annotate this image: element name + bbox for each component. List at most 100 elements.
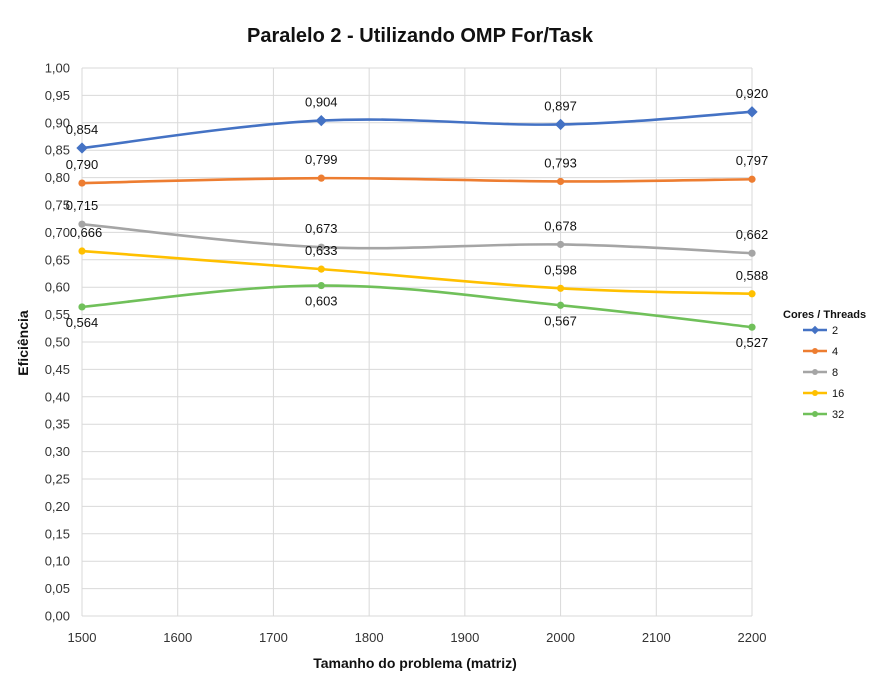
- series-line: [80, 284, 754, 329]
- x-tick-label: 1800: [355, 630, 384, 645]
- y-tick-label: 0,75: [45, 198, 70, 213]
- legend-item-8: 8: [803, 367, 838, 379]
- y-axis-title: Eficiência: [15, 310, 31, 376]
- series-line: [80, 176, 754, 185]
- legend-label: 16: [832, 388, 844, 400]
- data-point: [317, 281, 325, 290]
- x-tick-label: 2200: [738, 630, 767, 645]
- series-line: [80, 249, 754, 296]
- y-tick-label: 0,85: [45, 143, 70, 158]
- data-point: [317, 243, 325, 251]
- y-tick-label: 1,00: [45, 61, 70, 76]
- data-point: [556, 301, 565, 309]
- x-tick-label: 1900: [450, 630, 479, 645]
- series-line: [80, 222, 754, 255]
- data-label: 0,567: [544, 313, 577, 328]
- y-tick-label: 0,70: [45, 225, 70, 240]
- data-label: 0,904: [305, 95, 338, 110]
- series-8: [78, 220, 756, 257]
- series-16: [78, 247, 756, 298]
- series-lines: [76, 106, 758, 331]
- y-tick-label: 0,90: [45, 115, 70, 130]
- data-label: 0,793: [544, 155, 577, 170]
- data-point: [748, 249, 756, 257]
- data-point: [748, 323, 756, 331]
- legend-label: 8: [832, 367, 838, 379]
- x-axis-title: Tamanho do problema (matriz): [313, 655, 517, 671]
- data-point: [556, 284, 565, 292]
- legend-marker: [812, 348, 818, 354]
- data-label: 0,790: [66, 157, 99, 172]
- legend-label: 32: [832, 409, 844, 421]
- y-tick-label: 0,05: [45, 581, 70, 596]
- y-tick-label: 0,65: [45, 252, 70, 267]
- y-tick-label: 0,45: [45, 362, 70, 377]
- data-label: 0,715: [66, 198, 99, 213]
- legend-item-4: 4: [803, 346, 838, 358]
- y-tick-label: 0,10: [45, 554, 70, 569]
- y-tick-label: 0,15: [45, 526, 70, 541]
- legend-item-2: 2: [803, 325, 838, 337]
- data-label: 0,854: [66, 122, 99, 137]
- data-label: 0,564: [66, 315, 99, 330]
- legend-title: Cores / Threads: [783, 309, 866, 321]
- data-labels: 0,854 0,904 0,897 0,920 0,790 0,799 0,793 0,797…: [66, 86, 769, 350]
- y-tick-label: 0,25: [45, 472, 70, 487]
- data-label: 0,897: [544, 98, 577, 113]
- legend-item-32: 32: [803, 409, 844, 421]
- y-tick-label: 0,30: [45, 444, 70, 459]
- data-point: [556, 177, 565, 186]
- data-label: 0,633: [305, 243, 338, 258]
- series-line: [80, 110, 754, 150]
- data-point: [556, 240, 565, 249]
- legend-marker: [810, 325, 820, 335]
- data-point: [748, 175, 756, 183]
- data-label: 0,603: [305, 294, 338, 309]
- legend-marker: [812, 390, 818, 396]
- data-point: [78, 179, 86, 187]
- data-label: 0,527: [736, 335, 769, 350]
- data-label: 0,920: [736, 86, 769, 101]
- chart-title: Paralelo 2 - Utilizando OMP For/Task: [247, 25, 594, 47]
- y-tick-label: 0,60: [45, 280, 70, 295]
- x-tick-label: 2100: [642, 630, 671, 645]
- y-tick-label: 0,40: [45, 389, 70, 404]
- legend-label: 4: [832, 346, 838, 358]
- data-label: 0,799: [305, 152, 338, 167]
- y-tick-label: 0,55: [45, 307, 70, 322]
- data-label: 0,662: [736, 227, 769, 242]
- y-tick-label: 0,00: [45, 609, 70, 624]
- y-tick-label: 0,20: [45, 499, 70, 514]
- y-tick-label: 0,80: [45, 170, 70, 185]
- x-tick-label: 2000: [546, 630, 575, 645]
- data-label: 0,673: [305, 221, 338, 236]
- data-point: [78, 303, 86, 311]
- data-point: [748, 290, 756, 298]
- legend-item-16: 16: [803, 388, 844, 400]
- data-label: 0,666: [70, 225, 103, 240]
- y-axis-ticks: 0,00 0,05 0,10 0,15 0,20 0,25 0,30 0,35 0,40 0,45…: [45, 61, 70, 624]
- x-tick-label: 1600: [163, 630, 192, 645]
- data-point: [317, 174, 325, 182]
- data-point: [78, 247, 86, 255]
- data-point: [78, 220, 86, 228]
- legend-marker: [812, 369, 818, 375]
- data-point: [317, 265, 325, 273]
- legend-label: 2: [832, 325, 838, 337]
- legend-marker: [812, 411, 818, 417]
- series-4: [78, 174, 756, 187]
- x-tick-label: 1700: [259, 630, 288, 645]
- x-tick-label: 1500: [68, 630, 97, 645]
- data-label: 0,588: [736, 268, 769, 283]
- y-tick-label: 0,95: [45, 88, 70, 103]
- series-32: [78, 281, 756, 331]
- y-tick-label: 0,35: [45, 417, 70, 432]
- data-label: 0,678: [544, 218, 577, 233]
- data-label: 0,797: [736, 153, 769, 168]
- gridlines: [81, 67, 753, 617]
- data-label: 0,598: [544, 262, 577, 277]
- legend: Cores / Threads 2 4 8 16 32: [783, 309, 866, 421]
- x-axis-ticks: 1500 1600 1700 1800 1900 2000 2100 2200: [68, 630, 767, 645]
